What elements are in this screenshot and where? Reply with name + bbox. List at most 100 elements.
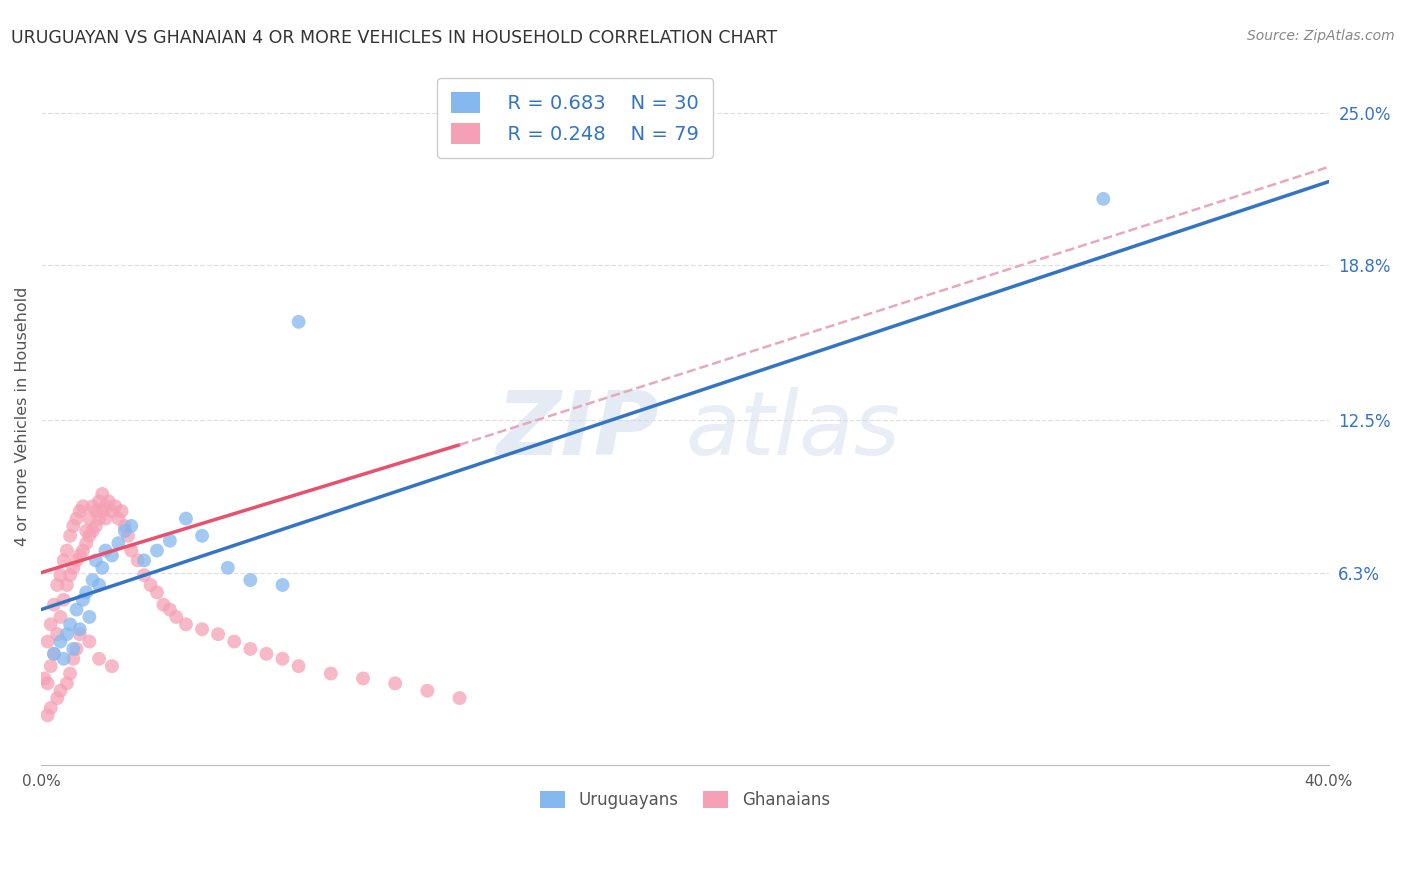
Point	[84, 553, 107, 567]
Point	[59, 529, 82, 543]
Point	[65, 602, 87, 616]
Text: Source: ZipAtlas.com: Source: ZipAtlas.com	[1247, 29, 1395, 43]
Point	[117, 529, 139, 543]
Point	[82, 524, 104, 538]
Point	[146, 543, 169, 558]
Point	[46, 691, 69, 706]
Point	[152, 598, 174, 612]
Point	[49, 634, 72, 648]
Point	[56, 627, 79, 641]
Legend: Uruguayans, Ghanaians: Uruguayans, Ghanaians	[533, 784, 837, 815]
Point	[416, 683, 439, 698]
Point	[174, 511, 197, 525]
Point	[132, 553, 155, 567]
Point	[69, 622, 91, 636]
Point	[42, 647, 65, 661]
Point	[79, 634, 101, 648]
Point	[271, 652, 294, 666]
Y-axis label: 4 or more Vehicles in Household: 4 or more Vehicles in Household	[15, 287, 30, 546]
Point	[59, 617, 82, 632]
Point	[224, 634, 246, 648]
Point	[52, 592, 75, 607]
Point	[82, 573, 104, 587]
Point	[39, 617, 62, 632]
Point	[37, 634, 59, 648]
Point	[159, 533, 181, 548]
Point	[1092, 192, 1115, 206]
Point	[127, 553, 149, 567]
Point	[91, 487, 114, 501]
Point	[39, 659, 62, 673]
Point	[42, 598, 65, 612]
Point	[107, 536, 129, 550]
Point	[87, 578, 110, 592]
Point	[101, 504, 124, 518]
Text: ZIP: ZIP	[496, 387, 659, 474]
Point	[56, 676, 79, 690]
Point	[217, 561, 239, 575]
Point	[254, 647, 277, 661]
Point	[65, 511, 87, 525]
Text: URUGUAYAN VS GHANAIAN 4 OR MORE VEHICLES IN HOUSEHOLD CORRELATION CHART: URUGUAYAN VS GHANAIAN 4 OR MORE VEHICLES…	[11, 29, 778, 46]
Point	[97, 494, 120, 508]
Point	[62, 561, 84, 575]
Point	[174, 617, 197, 632]
Point	[120, 543, 142, 558]
Point	[49, 610, 72, 624]
Point	[72, 592, 94, 607]
Point	[107, 511, 129, 525]
Text: atlas: atlas	[685, 387, 900, 474]
Point	[449, 691, 471, 706]
Point	[110, 504, 132, 518]
Point	[72, 543, 94, 558]
Point	[56, 543, 79, 558]
Point	[87, 494, 110, 508]
Point	[79, 610, 101, 624]
Point	[384, 676, 406, 690]
Point	[37, 676, 59, 690]
Point	[72, 500, 94, 514]
Point	[94, 511, 117, 525]
Point	[52, 553, 75, 567]
Point	[114, 524, 136, 538]
Point	[165, 610, 187, 624]
Point	[239, 573, 262, 587]
Point	[39, 701, 62, 715]
Point	[101, 659, 124, 673]
Point	[159, 602, 181, 616]
Point	[75, 585, 97, 599]
Point	[79, 511, 101, 525]
Point	[84, 519, 107, 533]
Point	[146, 585, 169, 599]
Point	[65, 553, 87, 567]
Point	[87, 511, 110, 525]
Point	[101, 549, 124, 563]
Point	[62, 652, 84, 666]
Point	[37, 708, 59, 723]
Point	[132, 568, 155, 582]
Point	[319, 666, 342, 681]
Point	[139, 578, 162, 592]
Point	[65, 641, 87, 656]
Point	[34, 672, 56, 686]
Point	[75, 524, 97, 538]
Point	[191, 529, 214, 543]
Point	[49, 568, 72, 582]
Point	[94, 500, 117, 514]
Point	[287, 315, 309, 329]
Point	[62, 641, 84, 656]
Point	[79, 529, 101, 543]
Point	[69, 627, 91, 641]
Point	[82, 500, 104, 514]
Point	[42, 647, 65, 661]
Point	[62, 519, 84, 533]
Point	[59, 666, 82, 681]
Point	[56, 578, 79, 592]
Point	[69, 549, 91, 563]
Point	[69, 504, 91, 518]
Point	[120, 519, 142, 533]
Point	[239, 641, 262, 656]
Point	[114, 519, 136, 533]
Point	[59, 568, 82, 582]
Point	[46, 578, 69, 592]
